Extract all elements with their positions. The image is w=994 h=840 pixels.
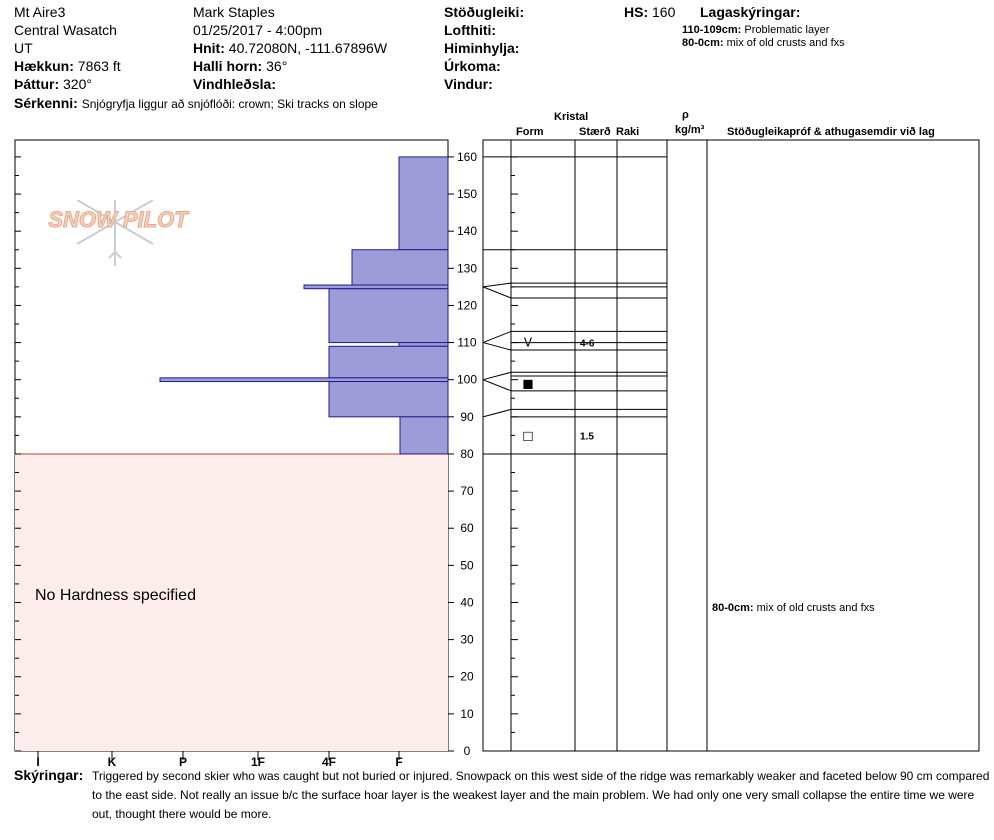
- hardness-tick-label-F: F: [395, 755, 402, 769]
- hardness-bar-4: [398, 342, 449, 347]
- hardness-tick-label-1F: 1F: [251, 755, 265, 769]
- hardness-tick-label-4F: 4F: [322, 755, 336, 769]
- snowpilot-logo: SNOW PILOT: [38, 178, 198, 275]
- hardness-bar-5: [328, 345, 449, 379]
- air-temp-label: Lofthiti:: [444, 22, 497, 38]
- height-tick-label-40: 40: [460, 595, 474, 609]
- size-header: Stærð: [579, 126, 611, 138]
- no-hardness-region: [15, 453, 448, 751]
- height-tick-label-60: 60: [460, 521, 474, 535]
- snow-height: HS: 160: [624, 4, 675, 21]
- hardness-bar-2: [303, 284, 449, 290]
- slope-label: Halli horn:: [193, 58, 263, 74]
- height-tick-label-150: 150: [457, 187, 477, 201]
- height-tick-label-110: 110: [457, 336, 476, 350]
- height-tick-label-30: 30: [460, 633, 474, 647]
- crystal-header: Kristal: [554, 111, 589, 123]
- coordinates: Hnit: 40.72080N, -111.67896W: [193, 40, 387, 57]
- layer-note-1: 110-109cm: Problematic layer: [682, 24, 829, 37]
- layer-connector-5: [482, 342, 512, 351]
- aspect-label: Þáttur:: [14, 76, 60, 92]
- elevation-label: Hækkun:: [14, 58, 74, 74]
- layer-note-1-depth: 110-109cm:: [682, 24, 742, 36]
- observer-name: Mark Staples: [193, 4, 275, 20]
- hardness-tick-label-P: P: [179, 755, 187, 769]
- mountain-range: Central Wasatch: [14, 22, 117, 38]
- remarks-text: Triggered by second skier who was caught…: [92, 769, 990, 821]
- layer-note-1-text: Problematic layer: [744, 24, 830, 36]
- height-tick-label-100: 100: [457, 373, 477, 387]
- precip-label: Úrkoma:: [444, 58, 501, 74]
- logo-text: SNOW PILOT: [48, 207, 189, 232]
- height-tick-label-70: 70: [460, 484, 474, 498]
- grain-form-2: □: [522, 428, 533, 442]
- layer-connector-4: [482, 330, 512, 344]
- grain-form-0: V: [524, 336, 533, 350]
- observation-datetime: 01/25/2017 - 4:00pm: [193, 22, 323, 38]
- hs-value: 160: [652, 4, 676, 20]
- layer-connector-7: [482, 379, 512, 392]
- layer-connector-8: [482, 408, 512, 418]
- height-tick-label-130: 130: [457, 261, 477, 275]
- height-tick-label-90: 90: [460, 410, 474, 424]
- elevation-value: 7863 ft: [77, 58, 121, 74]
- height-tick-label-50: 50: [460, 558, 474, 572]
- features-value: Snjógryfja liggur að snjóflóði: crown; S…: [81, 97, 378, 111]
- coordinates-value: 40.72080N, -111.67896W: [228, 40, 388, 56]
- grain-form-1: ■: [522, 376, 533, 390]
- grain-size-0: 4-6: [580, 339, 595, 350]
- layer-note-2: 80-0cm: mix of old crusts and fxs: [682, 37, 845, 50]
- height-tick-label-160: 160: [457, 150, 477, 164]
- location-name: Mt Aire3: [14, 4, 66, 20]
- hardness-bar-6: [159, 377, 449, 383]
- layer-connector-6: [482, 371, 512, 381]
- layer-comment-80: 80-0cm: mix of old crusts and fxs: [712, 602, 875, 615]
- slope-value: 36°: [266, 58, 288, 74]
- layer-note-2-text: mix of old crusts and fxs: [726, 37, 845, 49]
- layer-notes-label: Lagaskýringar:: [700, 4, 801, 20]
- layer-connector-2: [482, 282, 512, 288]
- layer-connector-3: [482, 286, 512, 299]
- density-unit-header: kg/m³: [675, 124, 705, 136]
- coordinates-label: Hnit:: [193, 40, 225, 56]
- moisture-header: Raki: [616, 126, 640, 138]
- height-tick-label-0: 0: [464, 744, 471, 758]
- stability-tests-header: Stöðugleikapróf & athugasemdir við lag: [727, 126, 935, 138]
- height-tick-label-120: 120: [457, 298, 477, 312]
- hardness-bar-1: [351, 249, 449, 286]
- hardness-tick-label-I: I: [36, 755, 39, 769]
- rho-header: ρ: [682, 109, 689, 121]
- aspect-value: 320°: [63, 76, 92, 92]
- hardness-bar-7: [328, 381, 449, 418]
- features-label: Sérkenni:: [14, 95, 78, 111]
- aspect: Þáttur: 320°: [14, 76, 92, 93]
- remarks-label: Skýringar:: [14, 767, 84, 783]
- hardness-bar-8: [399, 416, 449, 455]
- layer-note-2-depth: 80-0cm:: [682, 37, 724, 49]
- height-tick-label-80: 80: [460, 447, 474, 461]
- slope-angle: Halli horn: 36°: [193, 58, 287, 75]
- form-header: Form: [516, 126, 544, 138]
- state: UT: [14, 40, 33, 56]
- height-tick-label-140: 140: [457, 224, 477, 238]
- height-tick-label-20: 20: [460, 670, 474, 684]
- hardness-tick-label-K: K: [108, 755, 117, 769]
- elevation: Hækkun: 7863 ft: [14, 58, 121, 75]
- sky-label: Himinhylja:: [444, 40, 520, 56]
- hardness-bar-3: [328, 288, 449, 344]
- wind-loading-label: Vindhleðsla:: [193, 76, 276, 92]
- no-hardness-label: No Hardness specified: [35, 587, 196, 604]
- features: Sérkenni: Snjógryfja liggur að snjóflóði…: [14, 95, 378, 112]
- hs-label: HS:: [624, 4, 649, 20]
- layer-table-frame: [482, 139, 980, 752]
- layer-comment-80-text: mix of old crusts and fxs: [756, 602, 875, 614]
- grain-size-2: 1.5: [580, 431, 594, 442]
- height-tick-label-10: 10: [460, 707, 474, 721]
- hardness-bar-0: [398, 156, 449, 251]
- stability-label: Stöðugleiki:: [444, 4, 525, 20]
- layer-comment-80-depth: 80-0cm:: [712, 602, 754, 614]
- wind-label: Vindur:: [444, 76, 493, 92]
